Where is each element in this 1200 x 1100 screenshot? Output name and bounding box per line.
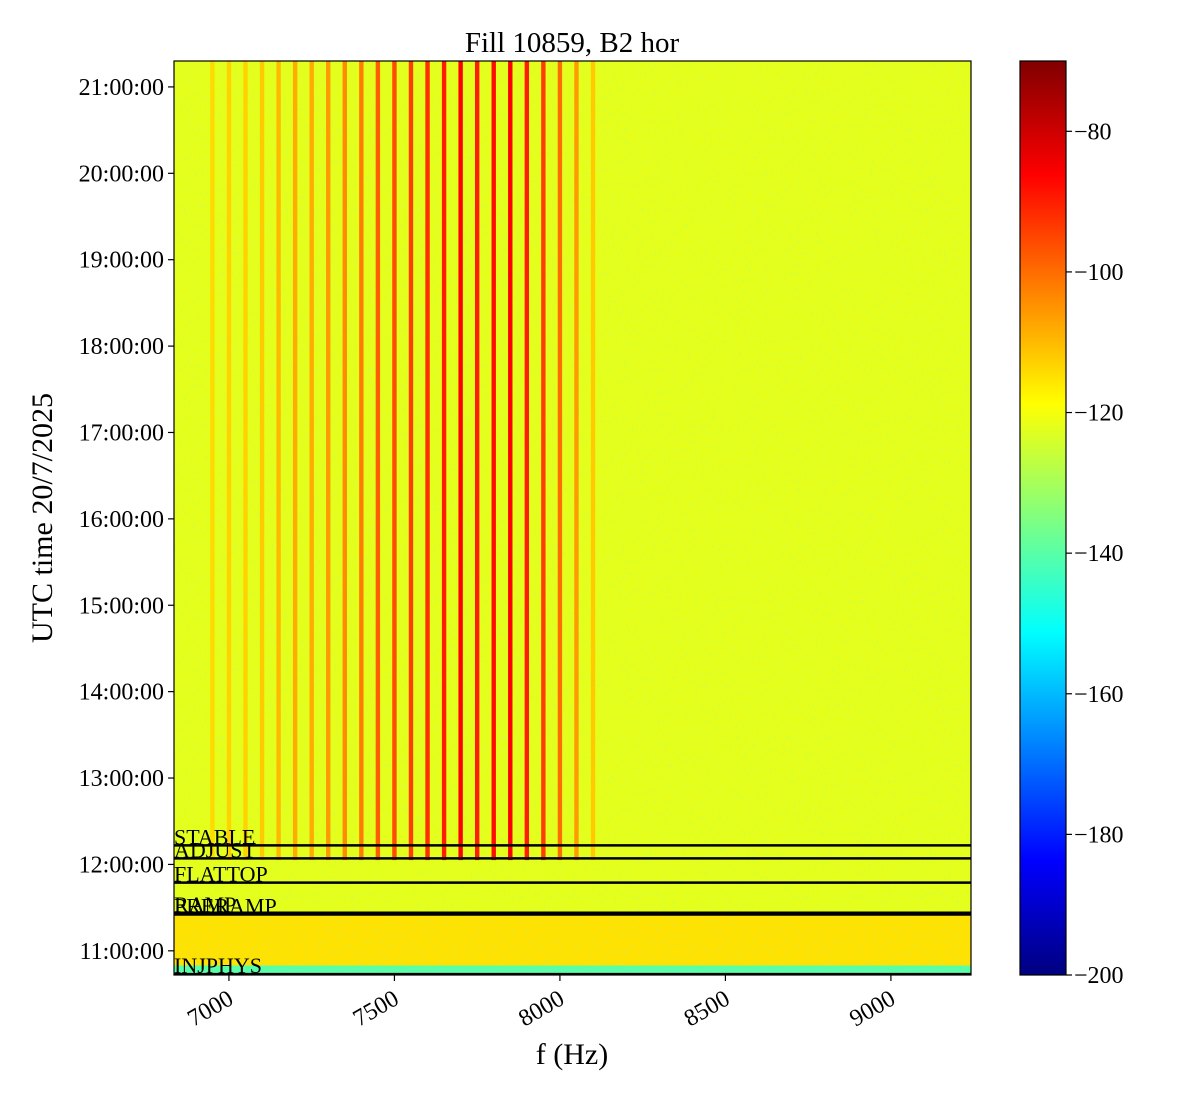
harmonic-line: [259, 61, 265, 861]
harmonic-line: [408, 61, 414, 861]
harmonic-line: [309, 61, 314, 861]
harmonic-line: [276, 61, 281, 861]
chart-title: Fill 10859, B2 hor: [465, 27, 680, 59]
x-tick-label: 8500: [680, 986, 735, 1033]
harmonic-line: [375, 61, 381, 861]
harmonic-line: [392, 61, 397, 861]
mode-label: PRERAMP: [174, 894, 277, 919]
harmonic-line: [474, 61, 480, 861]
harmonic-line: [210, 61, 215, 861]
y-tick-label: 17:00:00: [79, 420, 164, 446]
harmonic-line: [243, 61, 248, 861]
harmonic-line: [226, 61, 232, 861]
mode-label: ADJUST: [174, 837, 256, 862]
harmonic-line: [425, 61, 430, 861]
harmonic-line: [574, 61, 579, 861]
mode-label: INJPHYS: [174, 953, 262, 978]
harmonic-line: [524, 61, 530, 861]
x-axis-label: f (Hz): [536, 1038, 608, 1071]
colorbar-tick-label: −100: [1074, 260, 1124, 286]
y-tick-label: 20:00:00: [79, 161, 164, 187]
y-tick-label: 19:00:00: [79, 248, 164, 274]
colorbar-tick-label: −80: [1074, 119, 1112, 145]
x-tick-label: 7500: [349, 986, 404, 1033]
harmonic-line: [326, 61, 331, 861]
y-tick-label: 15:00:00: [79, 593, 164, 619]
harmonic-line: [590, 61, 596, 861]
y-axis-label: UTC time 20/7/2025: [26, 393, 59, 643]
colorbar-tick-label: −160: [1074, 682, 1124, 708]
harmonic-line: [557, 61, 563, 861]
harmonic-line: [458, 61, 463, 861]
colorbar: [1019, 60, 1067, 976]
harmonic-line: [508, 61, 513, 861]
harmonic-line: [359, 61, 364, 861]
noise-texture: [174, 61, 971, 975]
colorbar-tick-label: −140: [1074, 541, 1124, 567]
colorbar-tick-label: −180: [1074, 822, 1124, 848]
y-tick-label: 13:00:00: [79, 766, 164, 792]
harmonic-line: [342, 61, 347, 861]
y-tick-label: 14:00:00: [79, 680, 164, 706]
x-tick-label: 9000: [845, 986, 900, 1033]
colorbar-tick-label: −200: [1074, 963, 1124, 989]
y-tick-label: 18:00:00: [79, 334, 164, 360]
harmonic-line: [541, 61, 546, 861]
colorbar-tick-label: −120: [1074, 401, 1124, 427]
y-tick-label: 11:00:00: [80, 939, 164, 965]
harmonic-line: [292, 61, 298, 861]
y-tick-label: 12:00:00: [79, 852, 164, 878]
mode-label: FLATTOP: [174, 862, 268, 887]
y-tick-label: 21:00:00: [79, 75, 164, 101]
y-tick-label: 16:00:00: [79, 507, 164, 533]
plot-area: [174, 61, 971, 975]
x-tick-label: 8000: [514, 986, 569, 1033]
mode-label: STABLE: [174, 824, 255, 849]
harmonic-line: [441, 61, 447, 861]
x-tick-label: 7000: [183, 986, 238, 1033]
mode-label: RAMP: [174, 892, 236, 917]
harmonic-line: [491, 61, 496, 861]
